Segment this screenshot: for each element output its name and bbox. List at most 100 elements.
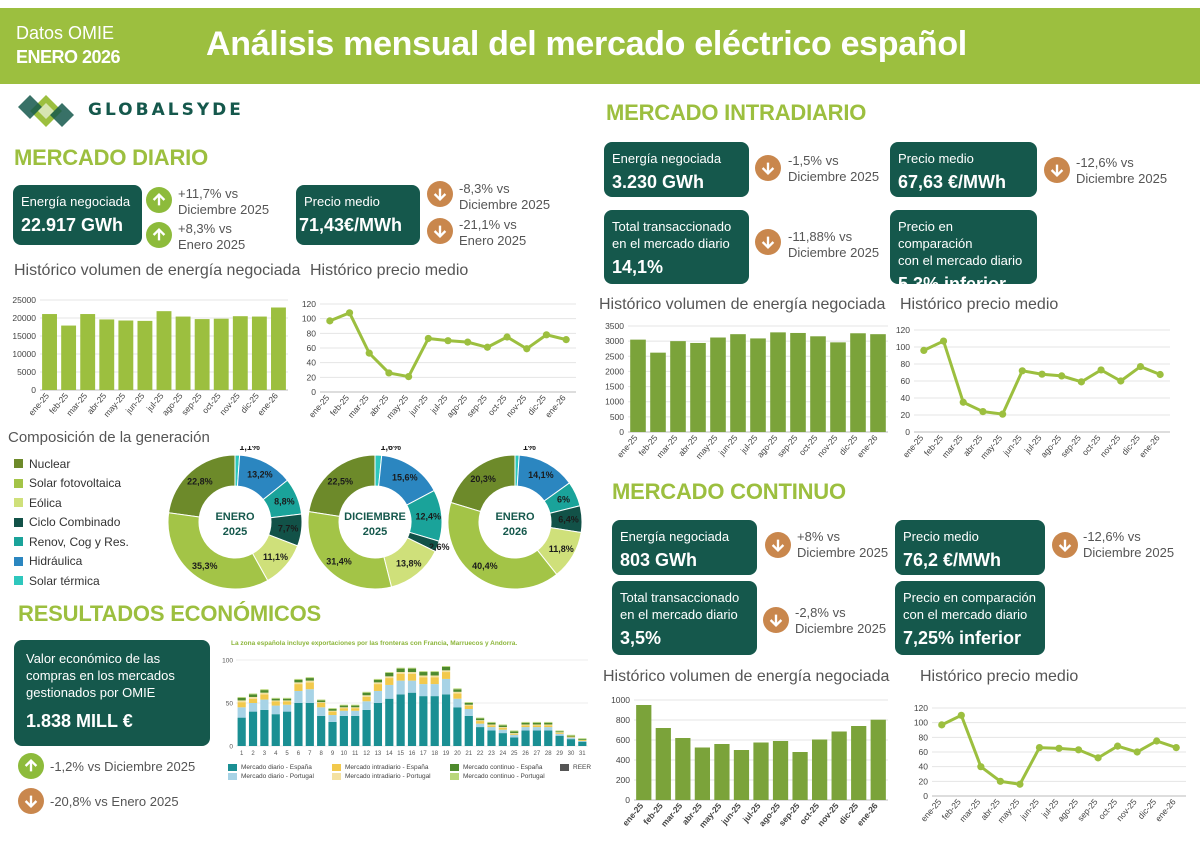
x-tick-label: mar-25 (940, 433, 965, 460)
bar (850, 333, 866, 432)
donut-slice (167, 512, 269, 590)
bar (790, 332, 806, 432)
bar (251, 316, 267, 390)
stacked-bar-segment (305, 682, 314, 690)
donut-center-label: 2025 (223, 526, 247, 538)
cont-comp-label-2: con el mercado diario (903, 607, 1028, 622)
data-point (1035, 744, 1044, 752)
stacked-bar-segment (248, 696, 258, 699)
x-tick-label: ago-25 (445, 393, 470, 420)
cont-precio-title: Histórico precio medio (920, 668, 1079, 685)
data-point (1156, 370, 1164, 379)
bar (772, 741, 789, 800)
stacked-bar-segment (430, 696, 439, 746)
x-tick-label: ago-25 (1039, 433, 1064, 460)
intra-precio-value: 67,63 €/MWh (898, 172, 1007, 192)
legend-item: Solar fotovoltaica (14, 474, 129, 494)
stacked-bar-segment (407, 667, 417, 669)
intra-precio-box: Precio medio 67,63 €/MWh (890, 142, 1037, 197)
stacked-bar-segment (317, 703, 326, 708)
bar (753, 742, 769, 800)
y-tick-label: 20000 (12, 313, 36, 323)
stacked-bar-segment (385, 676, 394, 679)
data-point (405, 373, 413, 381)
slice-label: 11,1% (263, 552, 288, 562)
stacked-bar-segment (510, 730, 519, 732)
stacked-bar-segment (476, 720, 485, 722)
stacked-bar-segment (328, 709, 337, 711)
economicos-title: RESULTADOS ECONÓMICOS (18, 601, 321, 626)
x-tick-label: jun-25 (1000, 433, 1024, 459)
slice-label: 6,4% (558, 515, 579, 525)
stacked-bar-segment (260, 694, 269, 700)
x-tick-label: 7 (308, 751, 312, 757)
diario-precio-chart: 020406080100120ene-25feb-25mar-25abr-25m… (302, 299, 576, 421)
cont-energia-value: 803 GWh (620, 550, 698, 570)
x-tick-label: 8 (319, 751, 323, 757)
stacked-bar-segment (396, 668, 405, 673)
stacked-bar-segment (419, 696, 428, 746)
donut-center-label: DICIEMBRE (344, 511, 406, 523)
x-tick-label: 15 (397, 751, 404, 757)
legend-item: Ciclo Combinado (14, 513, 129, 533)
stacked-bar-segment (407, 673, 417, 681)
stacked-bar-segment (396, 673, 405, 681)
slice-label: 40,4% (472, 561, 498, 571)
stacked-bar-segment (271, 705, 280, 715)
intra-precio-title: Histórico precio medio (900, 296, 1059, 313)
stacked-bar-segment (510, 737, 519, 746)
stacked-bar-segment (339, 708, 348, 711)
y-tick-label: 120 (914, 703, 928, 713)
x-tick-label: 22 (477, 751, 484, 757)
y-tick-label: 5000 (17, 367, 36, 377)
bar (714, 744, 730, 800)
stacked-bar-segment (510, 734, 519, 738)
data-point (385, 369, 393, 377)
stacked-bar-segment (283, 700, 292, 702)
stacked-bar-segment (578, 738, 587, 740)
stacked-bar-segment (464, 709, 473, 716)
legend-item: Mercado continuo - Portugal (450, 773, 560, 780)
x-tick-label: nov-25 (217, 391, 242, 418)
cont-energia-label: Energía negociada (620, 529, 730, 544)
stacked-bar-segment (566, 736, 576, 738)
legend-item: Nuclear (14, 454, 129, 474)
x-tick-label: 13 (375, 751, 382, 757)
stacked-bar-segment (487, 730, 496, 746)
intra-energia-delta: -1,5% vs Diciembre 2025 (788, 153, 880, 184)
stacked-bar-segment (294, 679, 303, 683)
stacked-bar-segment (373, 679, 383, 683)
intra-total-label-1: Total transaccionado (612, 219, 732, 234)
stacked-bar-segment (487, 727, 496, 731)
stacked-bar-segment (328, 708, 337, 710)
x-tick-label: sep-25 (1059, 433, 1084, 460)
data-point (444, 337, 452, 345)
slice-label: 2,6% (429, 542, 450, 552)
x-tick-label: mar-25 (659, 801, 685, 829)
stacked-bar-segment (271, 700, 280, 702)
cont-total-label-2: en el mercado diario (620, 607, 738, 622)
stacked-bar-segment (339, 704, 348, 706)
y-tick-label: 0 (229, 744, 233, 751)
stacked-bar-segment (498, 727, 507, 728)
x-tick-label: sep-25 (179, 391, 204, 418)
economicos-delta-1: -1,2% vs Diciembre 2025 (50, 759, 196, 774)
y-tick-label: 100 (896, 342, 910, 352)
stacked-bar-segment (294, 690, 303, 703)
data-point (1016, 780, 1024, 788)
cont-precio-chart: 020406080100120ene-25feb-25mar-25abr-25m… (914, 703, 1186, 825)
stacked-bar-segment (566, 737, 576, 740)
stacked-bar-segment (532, 722, 541, 725)
x-tick-label: sep-25 (1075, 797, 1100, 824)
y-tick-label: 0 (31, 385, 36, 395)
stacked-bar-segment (441, 666, 451, 671)
stacked-bar-segment (305, 678, 314, 681)
x-tick-label: ene-26 (255, 391, 280, 418)
composicion-donuts: 22,8% 1,1% 13,2% 8,8% 7,7% 11,1% 35,3% ENERO 202… (167, 446, 583, 590)
legend-label: REER (573, 764, 592, 771)
stacked-bar-segment (476, 727, 485, 746)
bar (792, 752, 808, 800)
legend-item: Mercado intradiario - Portugal (332, 773, 450, 780)
x-tick-label: 29 (556, 751, 563, 757)
legend-swatch (14, 556, 23, 566)
